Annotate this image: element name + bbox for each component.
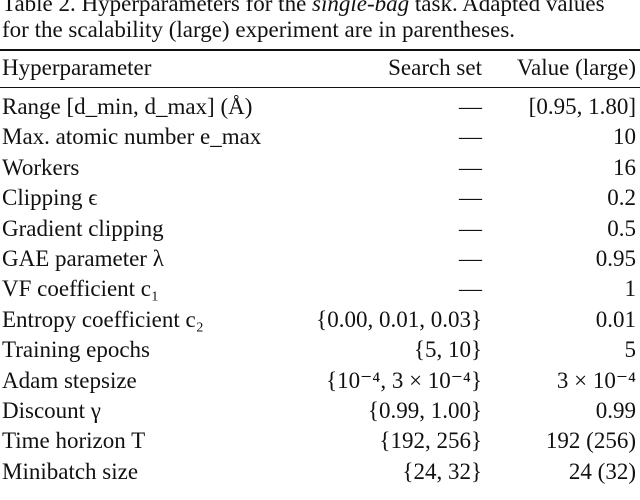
value-cell: 5 [624,337,637,363]
search-set-cell: — [459,276,482,302]
table-row: Discount γ {0.99, 1.00} 0.99 [0,396,640,426]
table-row: Training epochs {5, 10} 5 [0,335,640,365]
table-row: Adam stepsize {10⁻⁴, 3 × 10⁻⁴} 3 × 10⁻⁴ [0,366,640,396]
caption-emphasis: single-bag [312,0,410,16]
table-row: Workers — 16 [0,153,640,183]
value-cell: 24 (32) [568,458,636,484]
param-cell: Minibatch size [2,458,139,484]
search-set-cell: {24, 32} [402,458,482,484]
table-row: GAE parameter λ — 0.95 [0,244,640,274]
search-set-cell: {0.00, 0.01, 0.03} [316,306,482,332]
mid-rule [0,87,640,88]
param-cell: Gradient clipping [2,215,164,241]
param-cell: Workers [2,154,80,180]
search-set-cell: {10⁻⁴, 3 × 10⁻⁴} [326,367,482,393]
value-cell: 0.95 [595,246,636,271]
table-row: Gradient clipping — 0.5 [0,214,640,244]
table-row: Max. atomic number e_max — 10 [0,122,640,152]
param-cell: Training epochs [2,337,151,363]
param-cell: Adam stepsize [2,367,137,393]
table-caption-line-1: Table 2. Hyperparameters for the single-… [2,0,640,17]
search-set-cell: — [459,154,482,180]
table-row: Minibatch size {24, 32} 24 (32) [0,457,640,487]
value-cell: 1 [624,276,637,302]
value-cell: [0.95, 1.80] [528,94,636,119]
table-row: Range [d_min, d_max] (Å) — [0.95, 1.80] [0,92,640,122]
header-search-set: Search set [388,55,482,80]
param-cell: Entropy coefficient c₂ [2,306,204,332]
header-value: Value (large) [517,55,636,80]
search-set-cell: — [459,185,482,211]
header-row: Hyperparameter Search set Value (large) [0,53,640,83]
search-set-cell: — [459,246,482,271]
param-cell: Discount γ [2,398,101,423]
param-cell: GAE parameter λ [2,246,164,271]
value-cell: 10 [613,124,636,150]
table-row: VF coefficient c₁ — 1 [0,274,640,304]
search-set-cell: — [459,215,482,241]
search-set-cell: {192, 256} [379,428,482,454]
search-set-cell: {5, 10} [413,337,482,363]
search-set-cell: {0.99, 1.00} [367,398,482,423]
header-hyperparameter: Hyperparameter [2,55,152,80]
value-cell: 0.99 [595,398,636,423]
param-cell: Range [d_min, d_max] (Å) [2,94,253,119]
param-cell: VF coefficient c₁ [2,276,160,302]
value-cell: 16 [613,154,636,180]
value-cell: 0.2 [607,185,636,211]
table-row: Time horizon T {192, 256} 192 (256) [0,426,640,456]
table-row: Clipping ϵ — 0.2 [0,183,640,213]
value-cell: 3 × 10⁻⁴ [556,367,636,393]
table-row: Entropy coefficient c₂ {0.00, 0.01, 0.03}… [0,305,640,335]
caption-text: task. Adapted values [409,0,605,16]
caption-text: Table 2. Hyperparameters for the [2,0,313,16]
param-cell: Time horizon T [2,428,146,454]
value-cell: 0.01 [595,306,636,332]
param-cell: Clipping ϵ [2,185,98,211]
search-set-cell: — [459,124,482,150]
value-cell: 192 (256) [545,428,636,454]
param-cell: Max. atomic number e_max [2,124,262,150]
table-caption-line-2: for the scalability (large) experiment a… [2,17,516,42]
search-set-cell: — [459,94,482,119]
top-rule [0,49,640,51]
value-cell: 0.5 [607,215,636,241]
